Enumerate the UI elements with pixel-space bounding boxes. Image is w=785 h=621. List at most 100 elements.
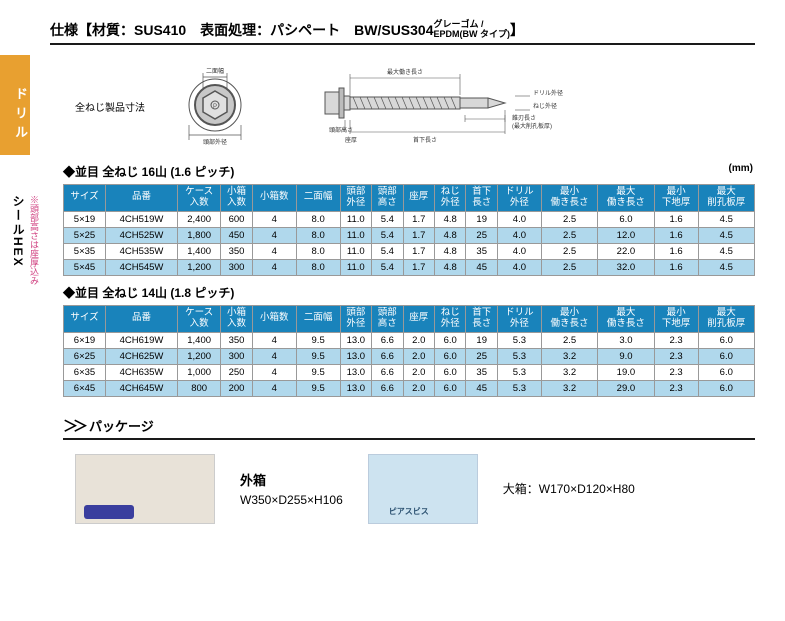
unit-mm: (mm)	[729, 163, 753, 174]
table-cell: 2.3	[654, 364, 698, 380]
package-big-text: 大箱：W170×D120×H80	[503, 480, 635, 497]
table-cell: 4CH645W	[106, 380, 178, 396]
table-cell: 5.3	[497, 348, 541, 364]
svg-text:最大働き長さ: 最大働き長さ	[387, 68, 423, 76]
col-header: 小箱数	[252, 185, 296, 212]
table-cell: 3.0	[598, 332, 654, 348]
table-cell: 250	[221, 364, 252, 380]
table-cell: 19	[466, 211, 497, 227]
table-cell: 600	[221, 211, 252, 227]
table-cell: 5.4	[372, 259, 403, 275]
table-cell: 35	[466, 243, 497, 259]
svg-text:頭部外径: 頭部外径	[203, 138, 227, 145]
table-cell: 9.5	[296, 380, 340, 396]
table-cell: 2.3	[654, 332, 698, 348]
col-header: 頭部外径	[340, 305, 371, 332]
table-cell: 1,800	[178, 227, 221, 243]
table-cell: 6.6	[372, 364, 403, 380]
table-cell: 6.0	[435, 364, 466, 380]
table-cell: 5×19	[64, 211, 106, 227]
table-cell: 2.0	[403, 348, 434, 364]
table-cell: 6.0	[598, 211, 654, 227]
table-cell: 9.5	[296, 348, 340, 364]
table-cell: 6.0	[435, 332, 466, 348]
col-header: 頭部外径	[340, 185, 371, 212]
spec-title-sub: グレーゴム /EPDM(BW タイプ)	[434, 20, 511, 40]
table-cell: 5.4	[372, 211, 403, 227]
table-cell: 25	[466, 227, 497, 243]
table-row: 5×354CH535W1,40035048.011.05.41.74.8354.…	[64, 243, 755, 259]
table-cell: 1,400	[178, 332, 221, 348]
svg-text:頭部高さ: 頭部高さ	[329, 126, 353, 134]
table-row: 5×194CH519W2,40060048.011.05.41.74.8194.…	[64, 211, 755, 227]
table-cell: 2.5	[541, 211, 597, 227]
table-cell: 13.0	[340, 380, 371, 396]
table-cell: 19.0	[598, 364, 654, 380]
table-cell: 5.3	[497, 364, 541, 380]
table-cell: 5×45	[64, 259, 106, 275]
col-header: ドリル外径	[497, 185, 541, 212]
svg-text:ドリル外径: ドリル外径	[533, 89, 563, 97]
table-cell: 4.5	[698, 243, 754, 259]
col-header: ドリル外径	[497, 305, 541, 332]
table-cell: 4	[252, 211, 296, 227]
spec-title: 仕様【材質：SUS410 表面処理：パシペート BW/SUS304 グレーゴム …	[50, 20, 755, 45]
table-cell: 5.4	[372, 227, 403, 243]
table-cell: 4CH535W	[106, 243, 178, 259]
table-cell: 6×35	[64, 364, 106, 380]
table-cell: 2.0	[403, 380, 434, 396]
package-box-outer-image: PIAS	[75, 454, 215, 524]
table-cell: 3.2	[541, 364, 597, 380]
section1-heading: ◆並目 全ねじ 16山 (1.6 ピッチ)(mm)	[63, 163, 755, 180]
table-cell: 6.6	[372, 380, 403, 396]
col-header: 二面幅	[296, 185, 340, 212]
table-cell: 4.5	[698, 227, 754, 243]
table-cell: 6.0	[698, 364, 754, 380]
table-cell: 350	[221, 332, 252, 348]
col-header: 品番	[106, 305, 178, 332]
col-header: 二面幅	[296, 305, 340, 332]
diagram-label: 全ねじ製品寸法	[75, 99, 145, 114]
col-header: 最大働き長さ	[598, 305, 654, 332]
col-header: ねじ外径	[435, 185, 466, 212]
table-row: 5×454CH545W1,20030048.011.05.41.74.8454.…	[64, 259, 755, 275]
svg-text:P: P	[213, 104, 217, 110]
table-cell: 6.0	[435, 380, 466, 396]
table-cell: 2.3	[654, 380, 698, 396]
table-cell: 1,000	[178, 364, 221, 380]
table-cell: 800	[178, 380, 221, 396]
table-cell: 1.6	[654, 243, 698, 259]
table-cell: 6.0	[698, 380, 754, 396]
table-cell: 2.0	[403, 364, 434, 380]
table-cell: 8.0	[296, 227, 340, 243]
table-cell: 9.5	[296, 364, 340, 380]
section2-heading: ◆並目 全ねじ 14山 (1.8 ピッチ)	[63, 284, 755, 301]
svg-text:首下長さ: 首下長さ	[413, 136, 437, 144]
table-cell: 4	[252, 348, 296, 364]
table-cell: 1.6	[654, 227, 698, 243]
table-cell: 12.0	[598, 227, 654, 243]
package-outer-dim: W350×D255×H106	[240, 493, 343, 507]
table-cell: 11.0	[340, 227, 371, 243]
col-header: 首下長さ	[466, 185, 497, 212]
col-header: ねじ外径	[435, 305, 466, 332]
table-cell: 300	[221, 259, 252, 275]
col-header: 座厚	[403, 305, 434, 332]
table-cell: 35	[466, 364, 497, 380]
table-cell: 5.4	[372, 243, 403, 259]
table-cell: 5.3	[497, 332, 541, 348]
table-cell: 4	[252, 380, 296, 396]
table-row: 6×354CH635W1,00025049.513.06.62.06.0355.…	[64, 364, 755, 380]
table-cell: 1,400	[178, 243, 221, 259]
table-cell: 6×25	[64, 348, 106, 364]
table-cell: 11.0	[340, 259, 371, 275]
table-cell: 4.0	[497, 227, 541, 243]
table-cell: 4	[252, 227, 296, 243]
side-tab-drill: ドリル	[0, 55, 30, 155]
table-cell: 4	[252, 364, 296, 380]
screw-diagram-1: P 二面幅 頭部外径	[175, 65, 285, 148]
table-cell: 6.0	[698, 348, 754, 364]
col-header: 最大削孔板厚	[698, 185, 754, 212]
table-cell: 5.3	[497, 380, 541, 396]
table-cell: 2.5	[541, 243, 597, 259]
